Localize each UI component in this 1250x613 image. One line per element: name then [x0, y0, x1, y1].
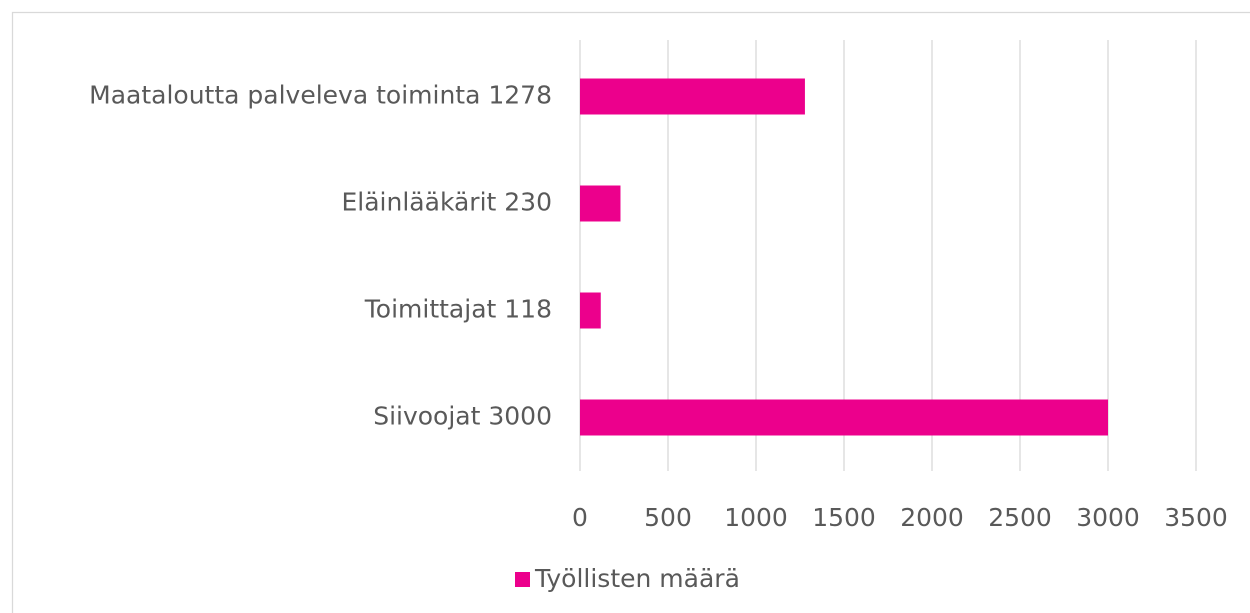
legend-swatch — [515, 572, 530, 587]
x-tick-label: 2000 — [900, 503, 964, 532]
x-tick-label: 0 — [572, 503, 588, 532]
y-tick-label: Toimittajat 118 — [364, 295, 552, 324]
x-tick-label: 2500 — [988, 503, 1052, 532]
x-tick-label: 1500 — [812, 503, 876, 532]
y-tick-label: Eläinlääkärit 230 — [342, 188, 553, 217]
y-tick-label: Maataloutta palveleva toiminta 1278 — [89, 81, 552, 110]
x-tick-label: 3500 — [1164, 503, 1228, 532]
x-tick-label: 500 — [644, 503, 692, 532]
bar — [580, 399, 1108, 436]
bar — [580, 185, 621, 222]
chart-border — [11, 11, 1250, 613]
legend-label: Työllisten määrä — [534, 564, 740, 593]
y-tick-label: Siivoojat 3000 — [373, 402, 552, 431]
bar — [580, 292, 601, 329]
x-tick-label: 1000 — [724, 503, 788, 532]
x-tick-label: 3000 — [1076, 503, 1140, 532]
bar — [580, 78, 805, 115]
